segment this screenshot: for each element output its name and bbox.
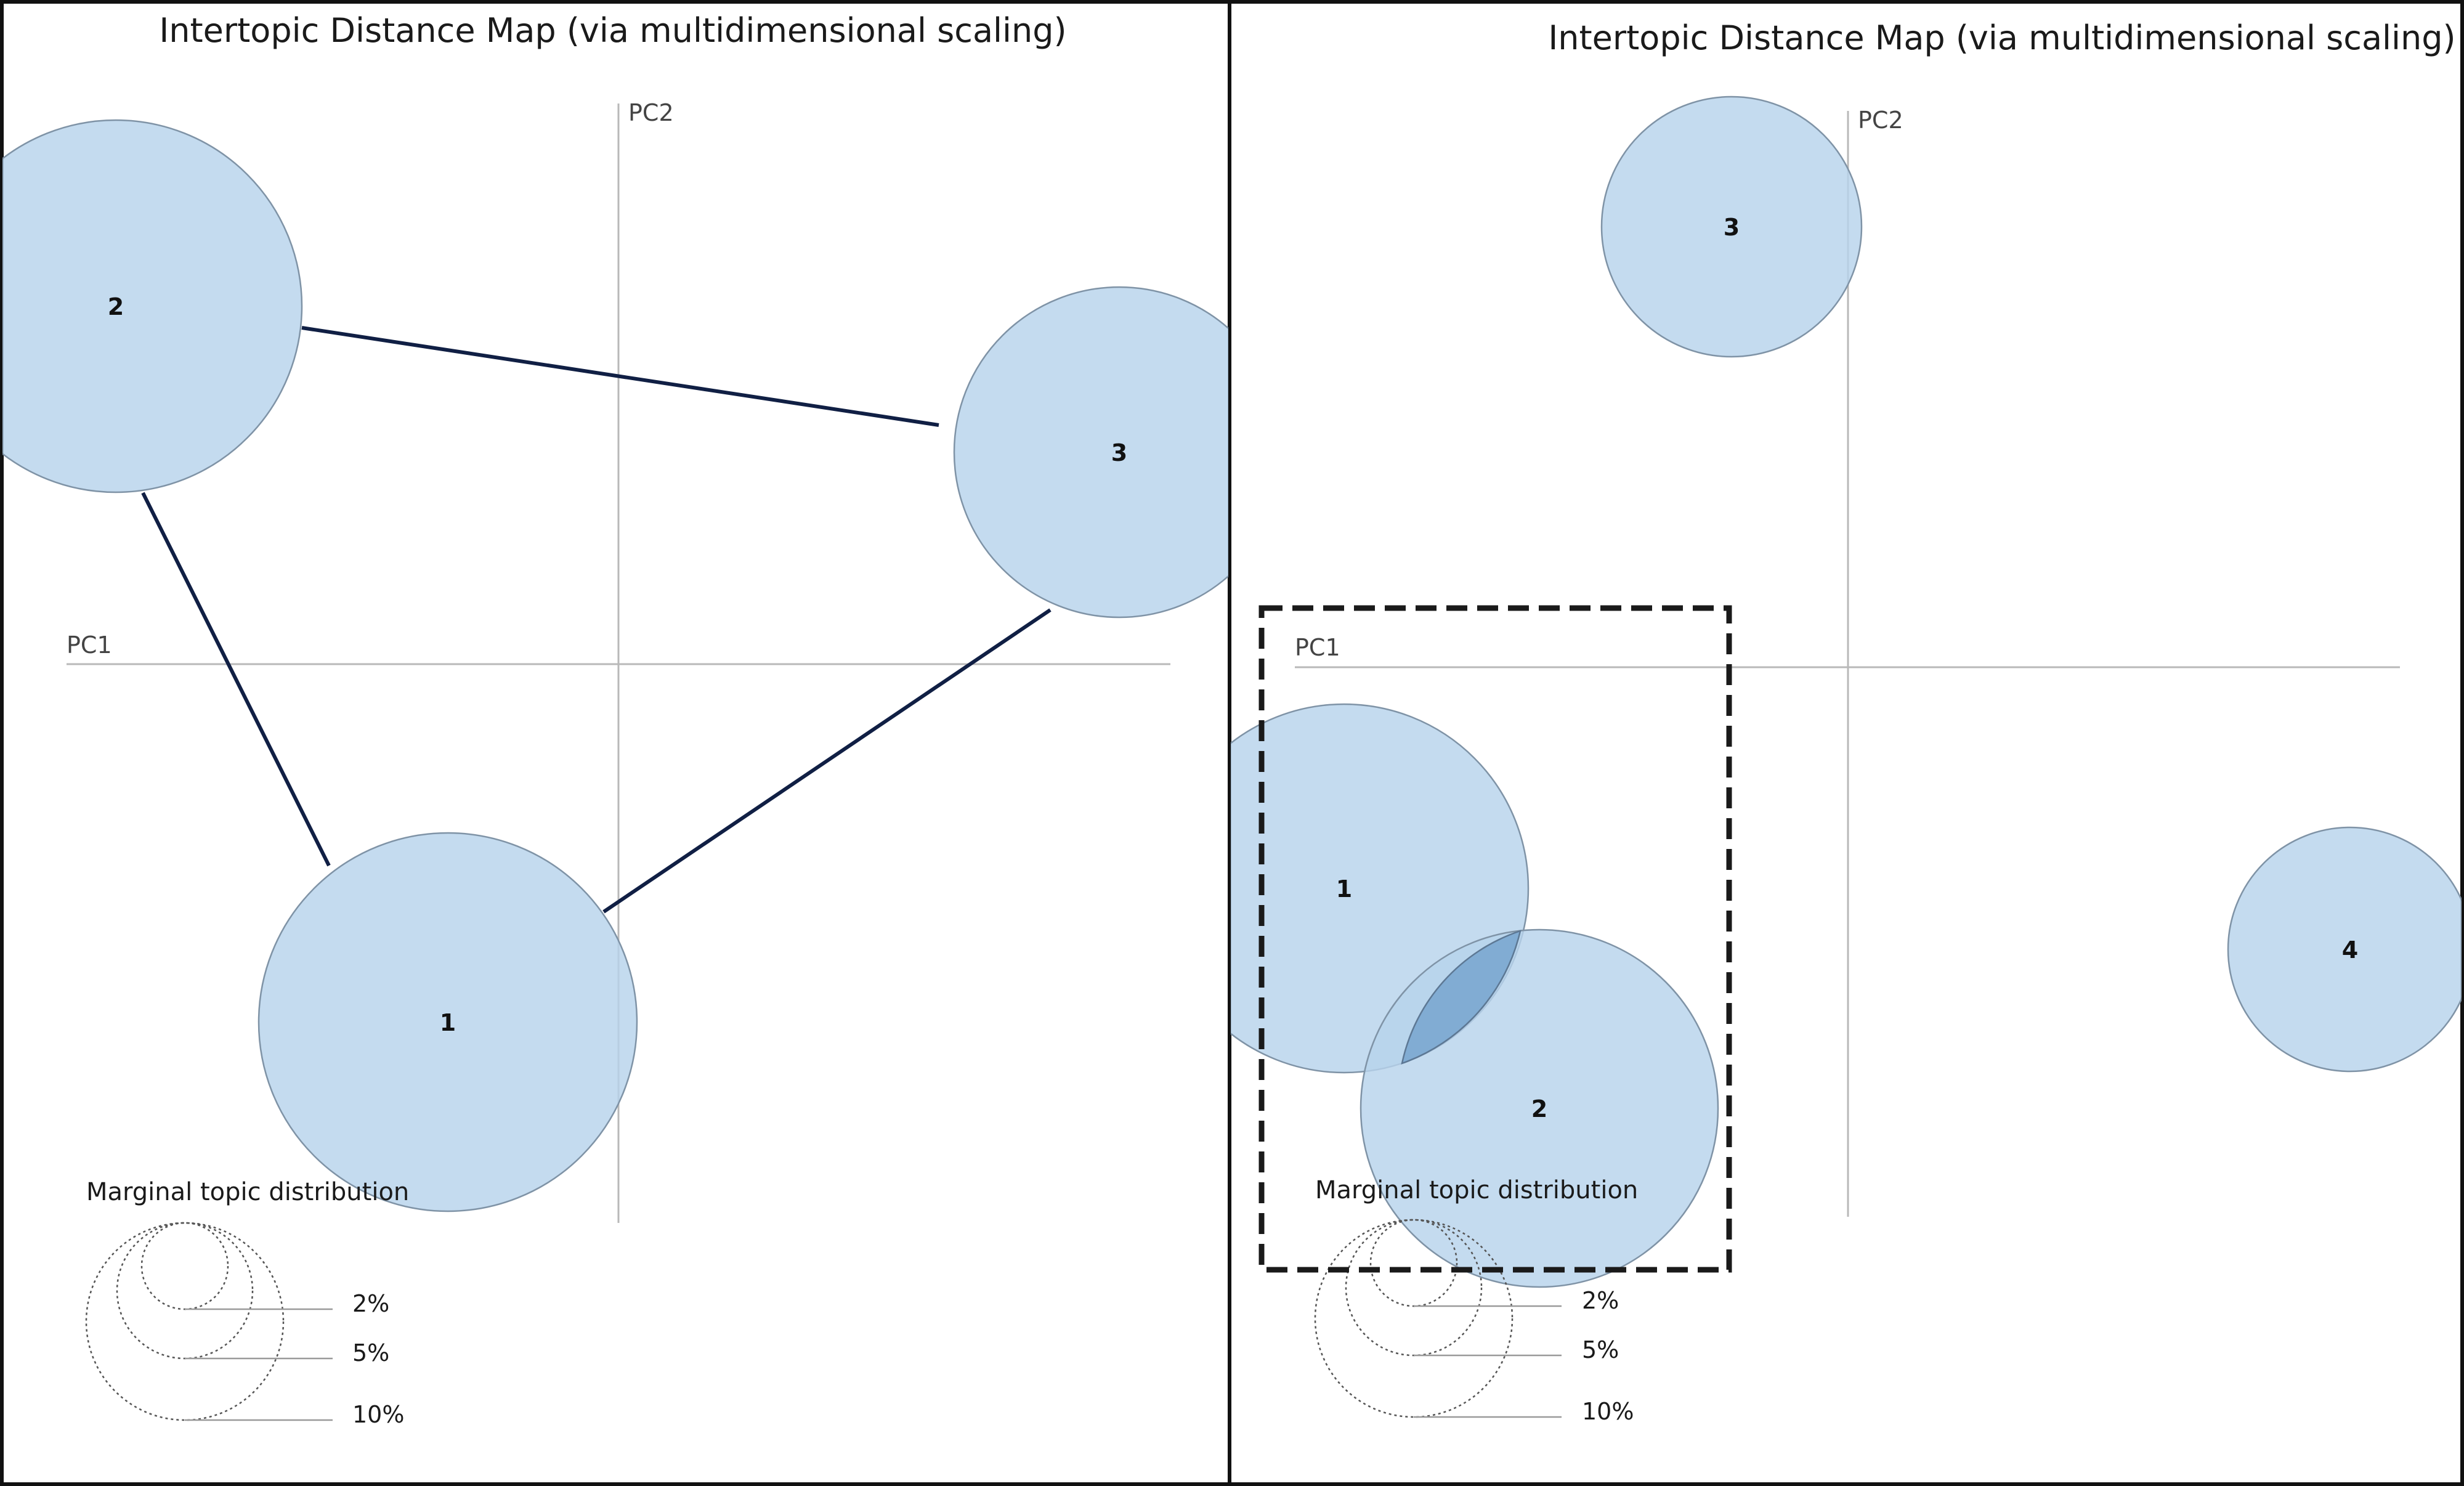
panel-left-topic-label-3: 3: [1111, 439, 1127, 466]
panel-right-pc2-label: PC2: [1858, 107, 1903, 134]
panel-right-focus-box: [1258, 605, 1732, 1273]
panel-left-legend-ring-5: [116, 1222, 254, 1360]
panel-right-topic-label-2: 2: [1531, 1095, 1547, 1123]
panel-left-topic-bubble-2[interactable]: [0, 119, 303, 493]
panel-left-legend-label-5: 5%: [352, 1339, 389, 1366]
panel-right-legend-ring-10: [1314, 1219, 1514, 1418]
panel-right-legend-title: Marginal topic distribution: [1315, 1176, 1638, 1204]
panel-left-legend-title: Marginal topic distribution: [86, 1178, 409, 1206]
panel-left-legend-label-10: 10%: [352, 1401, 404, 1428]
panel-left-topic-bubble-3[interactable]: [953, 286, 1284, 619]
panel-right-topic-bubble-4[interactable]: [2227, 826, 2464, 1073]
panel-left: Intertopic Distance Map (via multidimens…: [0, 11, 1284, 1428]
panel-left-topic-label-1: 1: [440, 1009, 456, 1036]
panel-left-edge-2-3: [301, 326, 939, 427]
panel-right: Intertopic Distance Map (via multidimens…: [1231, 18, 2464, 1425]
panel-left-legend-ring-10: [85, 1222, 285, 1421]
panel-right-topic-label-4: 4: [2342, 936, 2358, 964]
panel-left-edge-2-1: [141, 492, 331, 867]
panel-right-legend-label-2: 2%: [1582, 1287, 1619, 1314]
panel-right-topic-bubble-3[interactable]: [1600, 95, 1863, 358]
panel-left-legend-label-2: 2%: [352, 1290, 389, 1317]
panel-left-pc1-label: PC1: [67, 631, 112, 659]
panel-right-title: Intertopic Distance Map (via multidimens…: [1548, 18, 2455, 57]
panel-right-topic-overlap-1-2: [1401, 930, 1522, 1065]
panel-right-legend-label-10: 10%: [1582, 1398, 1634, 1425]
panel-right-legend-ring-5: [1345, 1219, 1483, 1357]
panel-left-edge-3-1: [602, 608, 1052, 914]
panel-left-title: Intertopic Distance Map (via multidimens…: [159, 11, 1066, 50]
panel-right-pc1-label: PC1: [1295, 634, 1340, 661]
panel-left-pc2-label: PC2: [628, 99, 674, 126]
panel-left-topic-bubble-1[interactable]: [257, 832, 638, 1212]
panel-right-topic-label-3: 3: [1724, 214, 1740, 241]
panel-right-legend-label-5: 5%: [1582, 1336, 1619, 1363]
panel-right-topic-label-1: 1: [1336, 875, 1352, 903]
panel-left-topic-label-2: 2: [108, 293, 124, 320]
panel-left-legend-ring-2: [140, 1222, 229, 1310]
